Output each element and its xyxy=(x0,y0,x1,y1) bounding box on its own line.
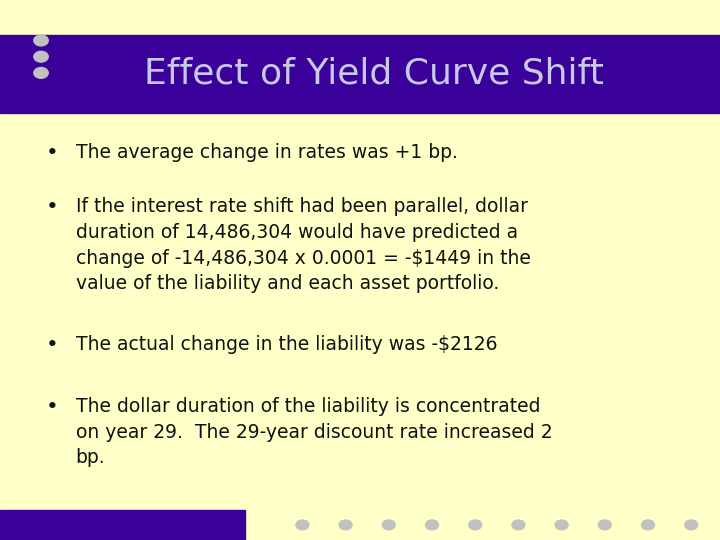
Text: •: • xyxy=(45,197,58,217)
Circle shape xyxy=(34,35,48,46)
Text: The average change in rates was +1 bp.: The average change in rates was +1 bp. xyxy=(76,143,457,162)
Circle shape xyxy=(426,520,438,530)
Text: The dollar duration of the liability is concentrated
on year 29.  The 29-year di: The dollar duration of the liability is … xyxy=(76,397,552,468)
Text: •: • xyxy=(45,335,58,355)
Text: •: • xyxy=(45,143,58,163)
Text: If the interest rate shift had been parallel, dollar
duration of 14,486,304 woul: If the interest rate shift had been para… xyxy=(76,197,531,293)
Text: •: • xyxy=(45,397,58,417)
Circle shape xyxy=(512,520,525,530)
Circle shape xyxy=(685,520,698,530)
Text: Effect of Yield Curve Shift: Effect of Yield Curve Shift xyxy=(145,57,604,91)
FancyBboxPatch shape xyxy=(0,35,720,113)
Circle shape xyxy=(469,520,482,530)
Circle shape xyxy=(296,520,309,530)
Circle shape xyxy=(642,520,654,530)
Circle shape xyxy=(382,520,395,530)
FancyBboxPatch shape xyxy=(0,510,245,540)
Text: The actual change in the liability was -$2126: The actual change in the liability was -… xyxy=(76,335,497,354)
Circle shape xyxy=(34,51,48,62)
Circle shape xyxy=(598,520,611,530)
Circle shape xyxy=(34,68,48,78)
Circle shape xyxy=(339,520,352,530)
Circle shape xyxy=(555,520,568,530)
